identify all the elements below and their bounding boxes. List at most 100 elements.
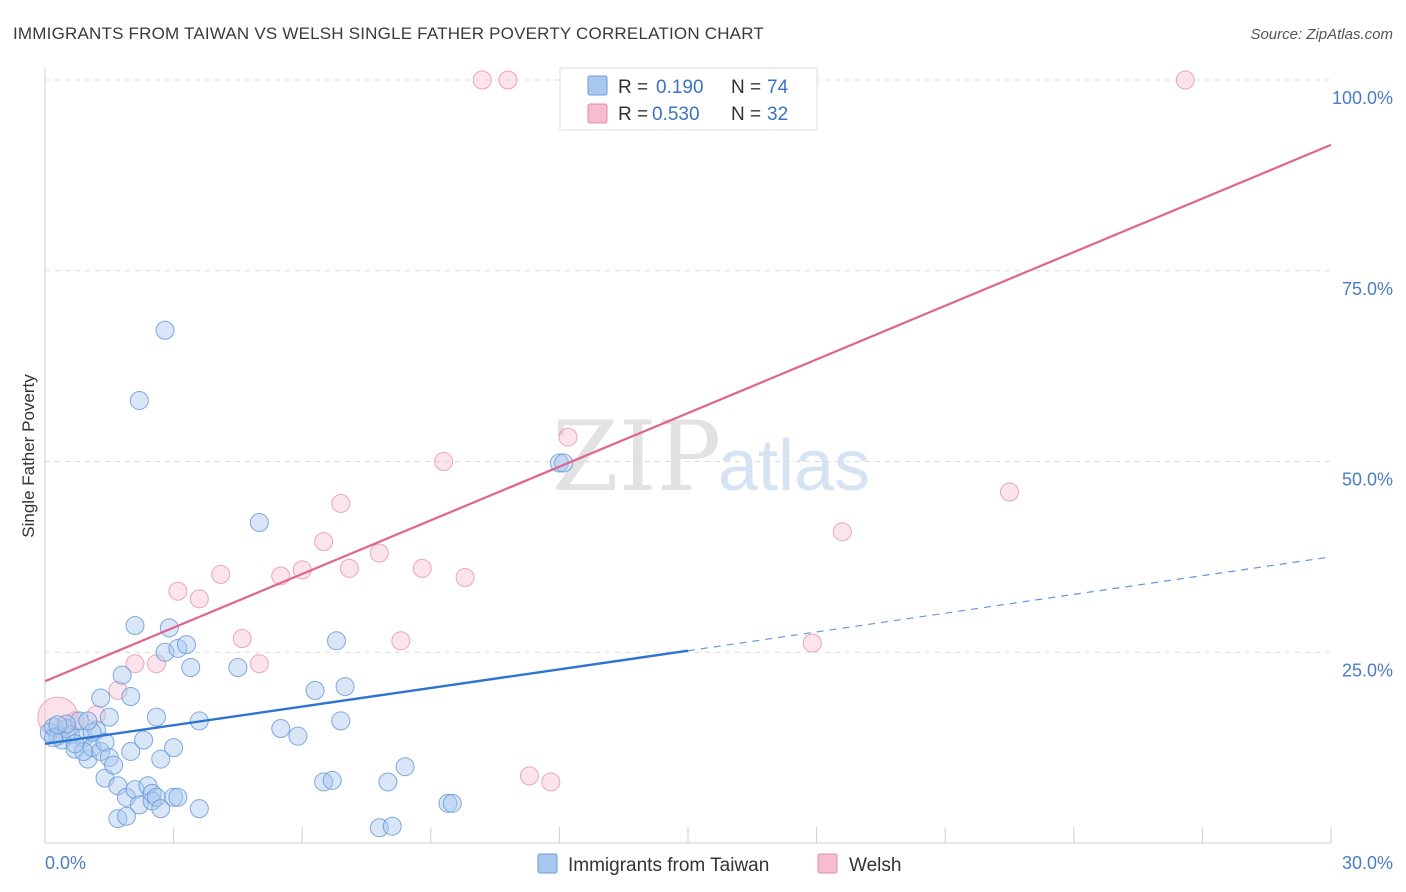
welsh-point bbox=[412, 558, 432, 578]
welsh-point bbox=[369, 543, 389, 563]
watermark-zip: ZIP bbox=[552, 401, 721, 513]
taiwan-point bbox=[326, 631, 346, 651]
taiwan-point bbox=[164, 787, 184, 807]
x-ticks bbox=[44, 827, 1332, 843]
welsh-point bbox=[558, 427, 578, 447]
welsh-point bbox=[168, 581, 188, 601]
taiwan-point bbox=[121, 687, 141, 707]
taiwan-point bbox=[78, 711, 98, 731]
taiwan-point bbox=[99, 707, 119, 727]
taiwan-point bbox=[129, 795, 149, 815]
taiwan-point bbox=[155, 642, 175, 662]
legend-r-value-taiwan: 0.190 bbox=[656, 77, 704, 98]
taiwan-trend-line bbox=[44, 649, 689, 745]
welsh-point bbox=[434, 452, 454, 471]
welsh-point bbox=[125, 654, 145, 674]
bottom-legend-label-welsh: Welsh bbox=[849, 855, 901, 876]
welsh-point bbox=[802, 633, 822, 653]
taiwan-point bbox=[48, 715, 68, 735]
y-axis-label: Single Father Poverty bbox=[19, 374, 38, 538]
chart-title: IMMIGRANTS FROM TAIWAN VS WELSH SINGLE F… bbox=[13, 24, 764, 43]
taiwan-point bbox=[271, 719, 291, 739]
taiwan-point bbox=[378, 772, 398, 792]
taiwan-point bbox=[249, 513, 269, 533]
welsh-point bbox=[519, 766, 539, 786]
legend-r-value-welsh: 0.530 bbox=[652, 104, 700, 125]
legend: R = 0.190 N = 74 R = 0.530 N = 32 bbox=[559, 67, 818, 131]
welsh-point bbox=[189, 589, 209, 609]
welsh-point bbox=[339, 558, 359, 578]
taiwan-point bbox=[322, 770, 342, 790]
taiwan-point bbox=[155, 320, 175, 340]
welsh-point bbox=[1000, 482, 1019, 502]
welsh-point bbox=[331, 493, 351, 513]
legend-n-value-welsh: 32 bbox=[767, 104, 788, 125]
grid bbox=[45, 79, 1331, 653]
taiwan-point bbox=[305, 680, 325, 700]
taiwan-point bbox=[125, 616, 145, 636]
taiwan-point bbox=[116, 806, 136, 826]
taiwan-point bbox=[331, 711, 351, 731]
legend-n-value-taiwan: 74 bbox=[767, 77, 789, 98]
taiwan-point bbox=[112, 665, 132, 685]
taiwan-trend-extension bbox=[687, 556, 1332, 652]
welsh-point bbox=[249, 654, 269, 674]
legend-swatch-welsh bbox=[587, 103, 608, 124]
taiwan-point bbox=[442, 793, 462, 813]
taiwan-point bbox=[146, 787, 166, 807]
welsh-point bbox=[472, 70, 492, 90]
welsh-point bbox=[541, 772, 561, 792]
taiwan-point bbox=[91, 688, 111, 708]
y-tick-label: 100.0% bbox=[1332, 88, 1393, 108]
taiwan-point bbox=[146, 707, 166, 727]
taiwan-point bbox=[121, 741, 141, 761]
bottom-legend-swatch-welsh bbox=[817, 853, 838, 874]
taiwan-point bbox=[151, 799, 171, 819]
legend-r-label-taiwan: R = bbox=[618, 77, 648, 98]
legend-n-label-taiwan: N = bbox=[731, 77, 761, 98]
y-tick-label: 25.0% bbox=[1342, 660, 1393, 680]
taiwan-point bbox=[168, 787, 188, 807]
taiwan-point bbox=[151, 749, 171, 769]
taiwan-point bbox=[164, 738, 184, 758]
taiwan-point bbox=[134, 730, 154, 750]
taiwan-point bbox=[104, 755, 124, 775]
source-label: Source: ZipAtlas.com bbox=[1250, 26, 1393, 43]
legend-swatch-taiwan bbox=[587, 75, 608, 96]
watermark: ZIP atlas bbox=[552, 401, 870, 513]
bottom-legend-label-taiwan: Immigrants from Taiwan bbox=[568, 855, 769, 876]
welsh-trend-line bbox=[44, 143, 1332, 683]
x-tick-label-min: 0.0% bbox=[45, 853, 86, 873]
legend-r-label-welsh: R = bbox=[618, 104, 648, 125]
welsh-point bbox=[232, 629, 252, 649]
bottom-legend-swatch-taiwan bbox=[537, 853, 558, 874]
taiwan-point bbox=[382, 816, 402, 836]
welsh-point bbox=[1175, 70, 1195, 90]
welsh-point bbox=[832, 522, 852, 542]
y-tick-labels: 100.0% 75.0% 50.0% 25.0% bbox=[1332, 88, 1393, 680]
taiwan-point bbox=[288, 726, 308, 746]
welsh-point bbox=[314, 532, 334, 552]
y-tick-label: 50.0% bbox=[1342, 470, 1393, 490]
watermark-atlas: atlas bbox=[718, 426, 870, 506]
welsh-point bbox=[391, 631, 411, 651]
taiwan-point bbox=[438, 793, 458, 813]
legend-n-label-welsh: N = bbox=[731, 104, 761, 125]
taiwan-point bbox=[181, 658, 201, 678]
taiwan-point bbox=[335, 677, 355, 697]
taiwan-point bbox=[189, 799, 209, 819]
welsh-point bbox=[455, 567, 475, 587]
taiwan-point bbox=[395, 757, 415, 777]
taiwan-point bbox=[228, 658, 248, 678]
taiwan-point bbox=[129, 390, 149, 410]
bottom-legend: Immigrants from Taiwan Welsh bbox=[537, 853, 901, 876]
trend-lines bbox=[44, 143, 1332, 745]
welsh-point bbox=[108, 680, 128, 700]
series-taiwan-points bbox=[39, 320, 574, 838]
x-tick-label-max: 30.0% bbox=[1342, 853, 1393, 873]
welsh-point bbox=[498, 70, 518, 90]
welsh-point bbox=[211, 564, 231, 584]
taiwan-point bbox=[95, 732, 115, 752]
taiwan-point bbox=[176, 635, 196, 655]
